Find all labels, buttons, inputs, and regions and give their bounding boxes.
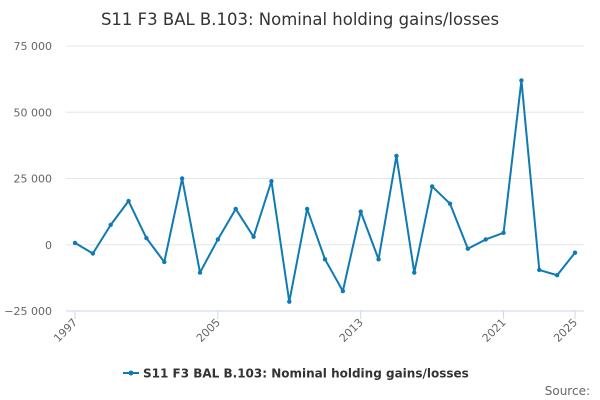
- legend-label: S11 F3 BAL B.103: Nominal holding gains/…: [143, 367, 469, 381]
- x-tick-label: 2021: [480, 316, 509, 345]
- data-point[interactable]: [90, 251, 96, 256]
- data-point[interactable]: [376, 257, 381, 262]
- y-tick-label: 75 000: [14, 40, 53, 53]
- x-tick-label: 2013: [337, 316, 366, 345]
- data-point[interactable]: [162, 259, 167, 265]
- data-point[interactable]: [126, 198, 131, 204]
- data-point[interactable]: [394, 153, 399, 159]
- data-point[interactable]: [412, 270, 417, 275]
- y-tick-label: −25 000: [4, 305, 52, 318]
- data-point[interactable]: [108, 222, 113, 228]
- data-point[interactable]: [251, 234, 256, 239]
- data-point[interactable]: [233, 206, 238, 212]
- x-axis: 1997 2005 2013 2021 2025: [51, 310, 584, 345]
- source-label: Source:: [545, 384, 590, 398]
- data-point[interactable]: [465, 246, 471, 251]
- x-tick-label: 2025: [551, 316, 580, 345]
- data-point[interactable]: [287, 299, 292, 304]
- y-tick-label: 25 000: [14, 173, 53, 186]
- data-point[interactable]: [483, 237, 488, 242]
- legend[interactable]: S11 F3 BAL B.103: Nominal holding gains/…: [123, 367, 469, 381]
- data-point[interactable]: [197, 270, 203, 275]
- data-point[interactable]: [501, 230, 506, 236]
- gridlines: [66, 45, 584, 312]
- data-point[interactable]: [429, 184, 435, 189]
- data-point[interactable]: [358, 209, 363, 214]
- data-point[interactable]: [215, 237, 221, 242]
- data-point[interactable]: [144, 235, 149, 241]
- data-point[interactable]: [572, 250, 578, 255]
- y-axis-ticks: 75 000 50 000 25 000 0 −25 000: [4, 40, 52, 318]
- data-point[interactable]: [554, 273, 560, 278]
- data-point[interactable]: [519, 78, 524, 83]
- data-point[interactable]: [72, 240, 78, 246]
- y-tick-label: 50 000: [14, 106, 53, 119]
- data-point[interactable]: [447, 201, 453, 206]
- y-tick-label: 0: [45, 239, 52, 252]
- data-point[interactable]: [269, 178, 274, 184]
- data-point[interactable]: [537, 267, 542, 273]
- series-layer: [72, 78, 578, 304]
- data-point[interactable]: [322, 257, 328, 262]
- data-point[interactable]: [340, 288, 346, 294]
- data-point[interactable]: [304, 206, 310, 212]
- chart-title: S11 F3 BAL B.103: Nominal holding gains/…: [101, 10, 499, 29]
- x-tick-label: 2005: [194, 316, 223, 345]
- series-line: [74, 79, 576, 303]
- legend-point-marker: [128, 370, 134, 376]
- x-tick-label: 1997: [51, 316, 80, 345]
- data-point[interactable]: [179, 176, 185, 181]
